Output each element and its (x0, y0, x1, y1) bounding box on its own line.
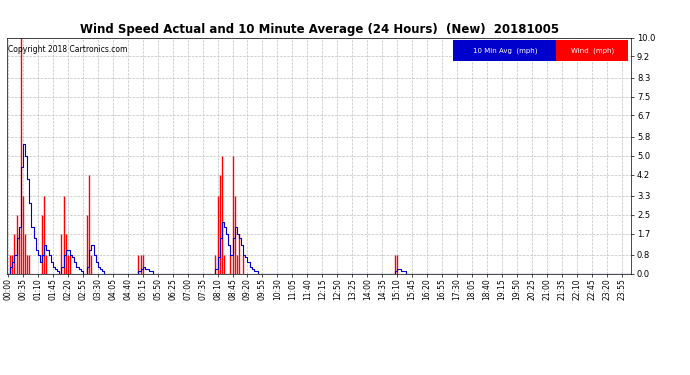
Title: Wind Speed Actual and 10 Minute Average (24 Hours)  (New)  20181005: Wind Speed Actual and 10 Minute Average … (79, 23, 559, 36)
Text: Wind  (mph): Wind (mph) (571, 47, 614, 54)
FancyBboxPatch shape (453, 40, 556, 61)
FancyBboxPatch shape (556, 40, 628, 61)
Text: Copyright 2018 Cartronics.com: Copyright 2018 Cartronics.com (8, 45, 128, 54)
Text: 10 Min Avg  (mph): 10 Min Avg (mph) (473, 47, 537, 54)
